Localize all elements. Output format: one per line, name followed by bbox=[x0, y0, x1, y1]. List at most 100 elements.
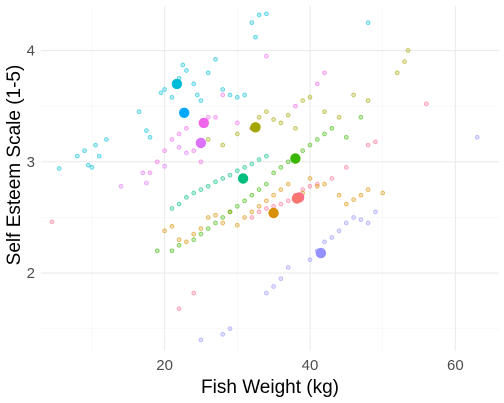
data-point bbox=[271, 192, 276, 198]
data-point bbox=[264, 153, 269, 159]
data-point bbox=[191, 231, 197, 237]
data-point bbox=[140, 170, 146, 176]
data-point bbox=[49, 219, 55, 225]
data-point bbox=[271, 284, 276, 289]
data-point bbox=[256, 187, 262, 192]
y-tick-label: 2 bbox=[27, 265, 35, 282]
data-point bbox=[220, 176, 226, 181]
data-point bbox=[194, 92, 200, 98]
data-point bbox=[176, 237, 182, 243]
data-point bbox=[307, 176, 313, 181]
data-point bbox=[191, 237, 197, 243]
data-point bbox=[300, 98, 306, 103]
data-point bbox=[256, 157, 262, 162]
data-point bbox=[373, 209, 378, 215]
data-point bbox=[227, 326, 233, 332]
data-point bbox=[271, 203, 276, 209]
data-point bbox=[253, 34, 258, 40]
data-point bbox=[198, 98, 204, 103]
data-point bbox=[205, 70, 211, 76]
data-point bbox=[242, 92, 247, 98]
data-point bbox=[147, 134, 153, 140]
data-point bbox=[249, 192, 255, 198]
data-point bbox=[82, 148, 87, 154]
x-axis-title: Fish Weight (kg) bbox=[201, 377, 339, 398]
data-point bbox=[234, 168, 240, 174]
data-point bbox=[162, 87, 167, 92]
data-point bbox=[322, 70, 327, 76]
data-point bbox=[351, 92, 356, 98]
x-tick-label: 40 bbox=[302, 357, 319, 374]
data-point bbox=[249, 20, 255, 26]
data-point bbox=[213, 212, 218, 218]
data-point bbox=[249, 161, 255, 167]
data-point bbox=[285, 112, 291, 118]
data-point bbox=[56, 166, 62, 171]
data-point bbox=[180, 62, 186, 68]
data-point bbox=[205, 137, 211, 142]
data-point bbox=[234, 94, 240, 100]
data-point bbox=[285, 198, 291, 204]
data-point bbox=[144, 128, 149, 133]
data-point bbox=[423, 101, 429, 107]
data-point bbox=[314, 81, 320, 87]
data-point bbox=[227, 209, 233, 215]
group-mean-point bbox=[268, 207, 279, 219]
data-point bbox=[293, 103, 298, 109]
group-mean-point bbox=[250, 122, 261, 133]
data-point bbox=[402, 59, 407, 64]
data-point bbox=[285, 265, 291, 270]
data-point bbox=[249, 215, 255, 220]
data-point bbox=[93, 142, 98, 148]
data-point bbox=[365, 187, 371, 192]
data-point bbox=[176, 306, 182, 312]
data-point bbox=[264, 290, 269, 296]
data-point bbox=[322, 109, 327, 115]
data-point bbox=[198, 187, 204, 192]
group-mean-point bbox=[171, 78, 183, 90]
data-point bbox=[184, 239, 189, 245]
data-point bbox=[234, 203, 240, 209]
data-point bbox=[176, 131, 182, 137]
data-point bbox=[365, 98, 371, 103]
data-point bbox=[205, 183, 211, 189]
data-point bbox=[169, 137, 175, 142]
data-point bbox=[307, 94, 313, 100]
y-axis-title: Self Esteem Scale (1-5) bbox=[4, 65, 25, 266]
data-point bbox=[474, 134, 480, 140]
data-point bbox=[162, 228, 167, 234]
data-point bbox=[169, 224, 175, 229]
data-point bbox=[373, 139, 378, 145]
data-point bbox=[343, 134, 349, 140]
data-point bbox=[176, 242, 182, 248]
data-point bbox=[249, 209, 255, 215]
data-point bbox=[271, 117, 276, 122]
data-point bbox=[365, 220, 371, 226]
data-point bbox=[278, 201, 284, 207]
data-point bbox=[234, 120, 240, 126]
group-mean-point bbox=[195, 137, 207, 149]
data-point bbox=[365, 142, 371, 148]
data-point bbox=[322, 181, 327, 187]
data-point bbox=[191, 190, 197, 196]
data-point bbox=[234, 131, 240, 137]
data-point bbox=[256, 209, 262, 215]
data-point bbox=[256, 12, 262, 18]
data-point bbox=[264, 206, 269, 211]
data-point bbox=[285, 159, 291, 165]
y-tick-label: 3 bbox=[27, 154, 35, 171]
data-point bbox=[264, 11, 269, 17]
data-point bbox=[154, 159, 160, 165]
group-mean-point bbox=[179, 107, 190, 119]
data-point bbox=[256, 203, 262, 209]
data-point bbox=[271, 170, 276, 176]
data-point bbox=[343, 201, 349, 207]
data-point bbox=[278, 165, 284, 170]
data-point bbox=[89, 165, 95, 170]
data-point bbox=[278, 187, 284, 192]
data-point bbox=[118, 183, 124, 189]
axis-ticks: 20 40 60 2 3 4 bbox=[27, 43, 464, 374]
data-point bbox=[176, 201, 182, 207]
data-point bbox=[227, 92, 233, 98]
data-point bbox=[329, 126, 335, 131]
